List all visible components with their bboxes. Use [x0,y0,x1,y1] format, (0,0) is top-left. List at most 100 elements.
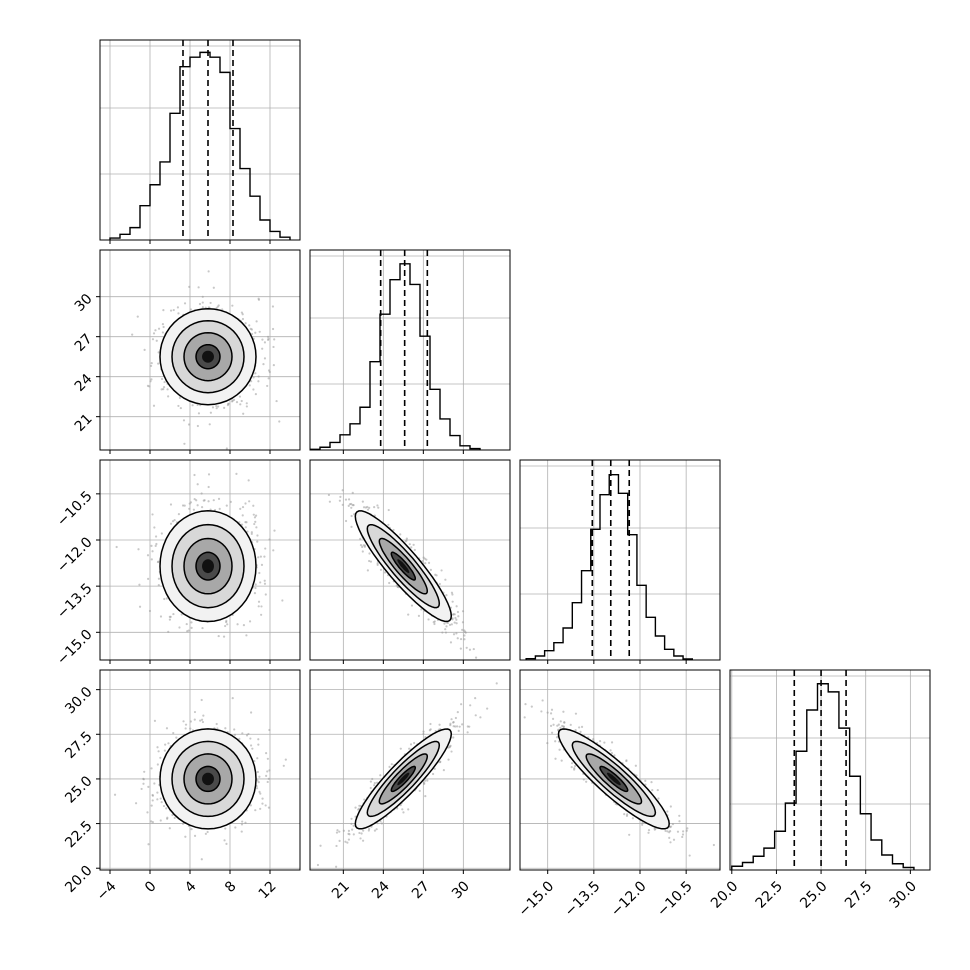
scatter-point [495,682,498,685]
scatter-point [388,765,391,769]
scatter-point [328,500,331,503]
scatter-point [188,507,191,510]
scatter-point [271,327,275,331]
scatter-point [451,617,454,620]
scatter-point [254,809,257,812]
contour-line [378,537,429,595]
scatter-point [392,528,395,532]
scatter-point [447,758,450,761]
scatter-point [267,806,271,809]
scatter-point [167,395,170,398]
scatter-point [429,722,432,726]
scatter-point [338,499,341,502]
scatter-point [211,406,215,409]
contour-line [390,765,417,793]
scatter-point [461,610,465,613]
scatter-point [258,775,261,778]
scatter-point [682,830,685,833]
scatter-point [449,744,452,747]
scatter-point [252,376,255,379]
scatter-point [457,729,460,733]
scatter-point [266,384,269,388]
scatter-point [350,817,353,820]
scatter-point [207,270,210,273]
scatter-point [254,331,257,334]
scatter-point [410,546,413,549]
scatter-point [423,557,426,560]
scatter-point [441,631,444,634]
scatter-point [273,529,276,532]
scatter-point [268,728,271,732]
scatter-point [184,727,187,730]
scatter-point [177,404,180,408]
scatter-point [359,543,363,547]
scatter-point [461,621,465,624]
scatter-point [156,791,159,794]
scatter-point [162,804,166,808]
scatter-point [183,442,186,445]
scatter-point [368,827,371,830]
scatter-point [212,499,215,502]
scatter-point [241,505,245,509]
scatter-point [162,309,165,312]
scatter-point [250,332,254,336]
scatter-point [361,550,364,553]
scatter-point [450,718,453,721]
scatter-point [376,562,379,565]
scatter-point [413,741,416,745]
scatter-point [239,507,242,510]
scatter-point [388,581,391,585]
scatter-contour-panel [96,669,301,874]
scatter-point [245,521,248,524]
scatter-point [418,789,421,793]
scatter-contour-panel [309,669,511,874]
scatter-point [433,767,436,770]
scatter-point [155,339,158,342]
scatter-point [368,506,371,510]
scatter-point [244,322,247,325]
histogram-panel [729,669,931,874]
scatter-point [225,619,228,623]
scatter-point [252,388,255,391]
scatter-point [226,623,229,626]
scatter-point [261,347,264,350]
scatter-point [181,822,185,825]
scatter-point [348,833,351,836]
density-fill [397,559,410,574]
scatter-point [366,569,369,572]
scatter-point [267,377,270,380]
scatter-point [461,723,464,726]
scatter-point [225,447,228,450]
scatter-point [450,750,453,753]
scatter-point [445,625,448,628]
scatter-point [379,568,383,571]
scatter-point [138,583,141,586]
scatter-point [265,752,268,755]
scatter-point [405,537,408,540]
scatter-point [347,829,351,832]
scatter-point [195,499,198,502]
scatter-point [366,508,370,511]
scatter-point [142,782,145,785]
scatter-point [336,829,339,832]
scatter-point [156,560,160,564]
scatter-point [196,504,199,507]
histogram-panel [519,459,721,664]
scatter-point [156,798,159,801]
scatter-point [267,777,270,780]
scatter-point [454,716,457,720]
scatter-point [173,816,176,819]
scatter-point [160,532,163,535]
scatter-point [580,725,584,728]
scatter-point [208,423,211,426]
scatter-point [250,380,253,383]
scatter-point [438,582,441,586]
scatter-point [361,839,365,842]
scatter-point [182,720,185,723]
scatter-point [192,508,195,511]
scatter-point [362,506,366,509]
scatter-point [173,519,176,522]
scatter-point [472,647,475,651]
axes-frame [99,459,301,661]
scatter-point [669,841,672,844]
